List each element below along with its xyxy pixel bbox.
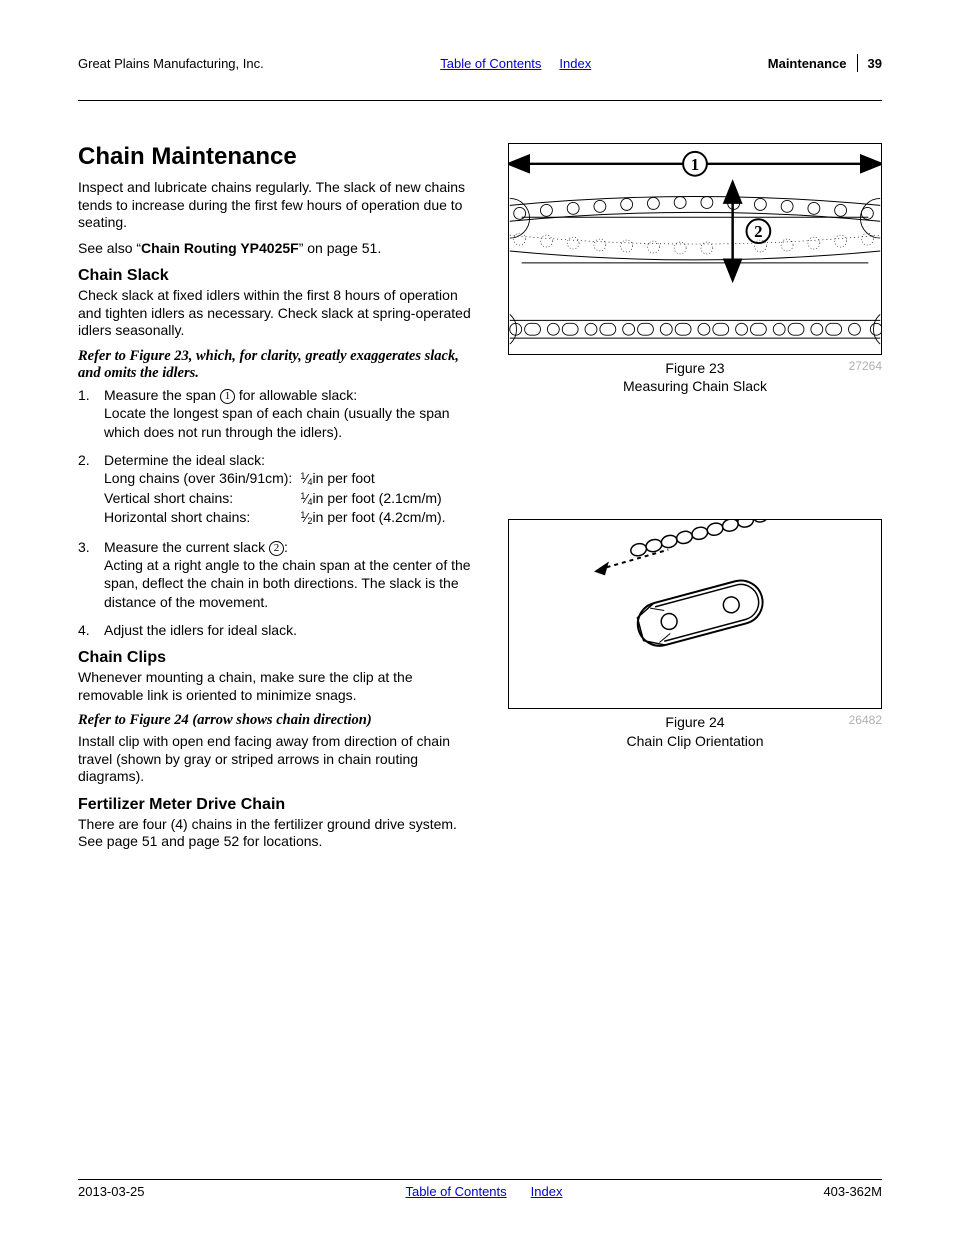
chain-clip-diagram [509, 520, 881, 708]
header-rule [78, 100, 882, 101]
callout-2-icon: 2 [269, 541, 284, 556]
page-title: Chain Maintenance [78, 143, 478, 171]
step-4: 4. Adjust the idlers for ideal slack. [78, 621, 478, 639]
section-name: Maintenance [768, 56, 847, 71]
fig23-reference: Refer to Figure 23, which, for clarity, … [78, 348, 478, 383]
divider [857, 54, 858, 72]
toc-link[interactable]: Table of Contents [440, 56, 541, 71]
chain-slack-body: Check slack at fixed idlers within the f… [78, 287, 478, 340]
footer-index-link[interactable]: Index [531, 1184, 563, 1199]
intro-text: Inspect and lubricate chains regularly. … [78, 179, 478, 232]
page-header: Great Plains Manufacturing, Inc. Table o… [78, 54, 882, 78]
fertilizer-body: There are four (4) chains in the fertili… [78, 816, 478, 851]
see-also: See also “Chain Routing YP4025F” on page… [78, 240, 478, 258]
svg-text:1: 1 [691, 155, 699, 174]
chain-clips-body: Whenever mounting a chain, make sure the… [78, 669, 478, 704]
step-2: 2. Determine the ideal slack: Long chain… [78, 451, 478, 528]
header-right: Maintenance 39 [768, 54, 882, 72]
footer-docnum: 403-362M [823, 1184, 882, 1199]
chain-clips-install: Install clip with open end facing away f… [78, 733, 478, 786]
footer-toc-link[interactable]: Table of Contents [405, 1184, 506, 1199]
figure-23-box: 1 2 [508, 143, 882, 355]
content: Chain Maintenance Inspect and lubricate … [78, 143, 882, 859]
fertilizer-heading: Fertilizer Meter Drive Chain [78, 796, 478, 814]
chain-clips-heading: Chain Clips [78, 649, 478, 667]
callout-1-icon: 1 [220, 389, 235, 404]
right-column: 1 2 [508, 143, 882, 859]
index-link[interactable]: Index [559, 56, 591, 71]
step-3: 3. Measure the current slack 2: Acting a… [78, 538, 478, 611]
figure-24-caption: Figure 24 Chain Clip Orientation 26482 [508, 713, 882, 749]
step-1: 1. Measure the span 1 for allowable slac… [78, 386, 478, 441]
page-footer: 2013-03-25 Table of Contents Index 403-3… [78, 1179, 882, 1199]
fig24-reference: Refer to Figure 24 (arrow shows chain di… [78, 712, 478, 729]
chain-slack-diagram: 1 2 [509, 144, 881, 354]
page: Great Plains Manufacturing, Inc. Table o… [0, 0, 954, 1235]
page-number: 39 [868, 56, 882, 71]
chain-slack-heading: Chain Slack [78, 267, 478, 285]
steps-list: 1. Measure the span 1 for allowable slac… [78, 386, 478, 639]
footer-date: 2013-03-25 [78, 1184, 145, 1199]
figure-24-box [508, 519, 882, 709]
figure-23-caption: Figure 23 Measuring Chain Slack 27264 [508, 359, 882, 395]
svg-text:2: 2 [754, 222, 762, 241]
left-column: Chain Maintenance Inspect and lubricate … [78, 143, 478, 859]
company-name: Great Plains Manufacturing, Inc. [78, 56, 264, 71]
